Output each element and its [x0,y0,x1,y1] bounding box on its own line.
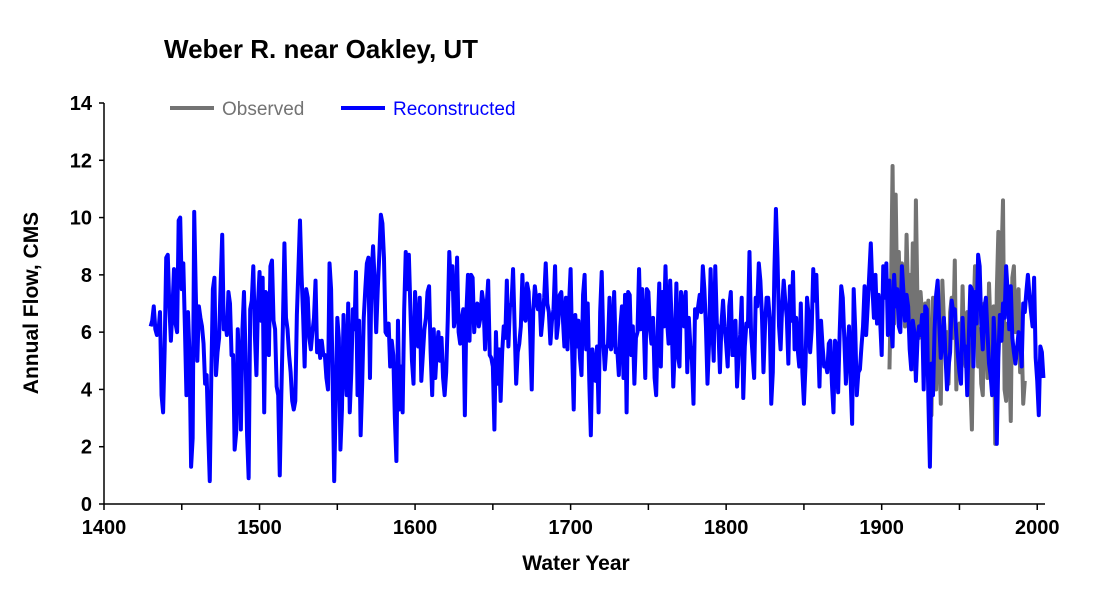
legend-label-observed: Observed [222,99,304,120]
legend: Observed Reconstructed [170,99,516,120]
y-tick-label: 0 [81,494,92,516]
legend-label-reconstructed: Reconstructed [393,99,516,120]
y-tick-label: 8 [81,265,92,287]
y-tick-label: 10 [70,208,92,230]
x-tick-label: 1400 [82,517,127,539]
series-line-reconstructed [148,206,1046,484]
y-axis-title: Annual Flow, CMS [20,212,43,394]
y-tick-label: 14 [70,93,93,115]
x-tick-label: 1700 [548,517,593,539]
x-tick-label: 1900 [859,517,904,539]
axes: 0 2 4 6 8 10 12 14 1400 1500 1600 1700 1800 1900 2000 [70,93,1060,539]
x-tick-label: 1500 [237,517,282,539]
y-tick-label: 2 [81,437,92,459]
x-tick-label: 1600 [393,517,438,539]
x-axis-title: Water Year [522,552,629,575]
x-tick-label: 2000 [1015,517,1060,539]
plot-area [148,164,1046,484]
chart-title: Weber R. near Oakley, UT [164,34,478,64]
y-tick-label: 6 [81,322,92,344]
y-tick-label: 4 [81,379,93,401]
x-tick-label: 1800 [704,517,749,539]
y-tick-label: 12 [70,150,92,172]
